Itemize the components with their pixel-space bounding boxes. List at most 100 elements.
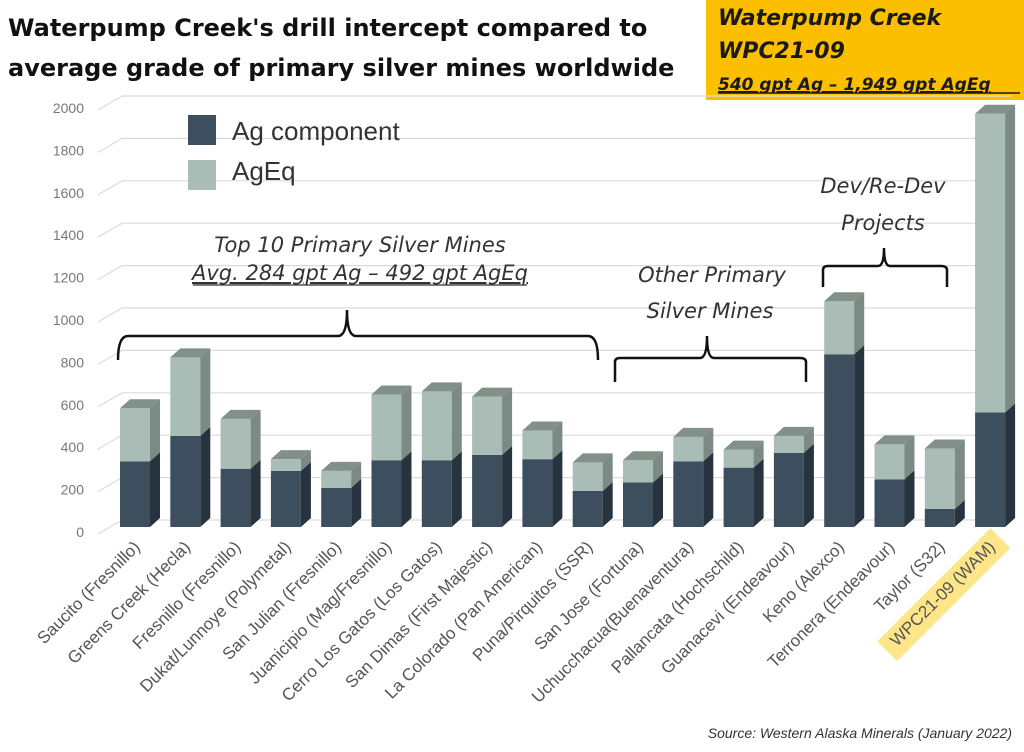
bar-top — [371, 385, 412, 395]
bar-ageq-side — [502, 387, 513, 455]
bar-ageq-segment — [623, 460, 653, 483]
bar-ag-side — [552, 450, 563, 527]
bars — [120, 104, 1016, 527]
bar-ag-segment — [975, 412, 1006, 527]
bar-ageq-segment — [120, 408, 150, 462]
highlight-label-band — [877, 528, 1011, 662]
bar-group — [220, 409, 261, 527]
bar-top — [120, 399, 160, 409]
y-tick-label: 0 — [76, 524, 84, 540]
bar-ageq-side — [451, 382, 462, 461]
bar-ag-side — [954, 499, 965, 527]
chart-title-line-2: average grade of primary silver mines wo… — [8, 54, 674, 82]
gridline — [97, 222, 1012, 238]
x-axis: Saucito (Fresnillo)Greens Creek (Hecla)F… — [34, 528, 1011, 707]
y-axis: 0 200 400 600 800 1000 1200 1400 1600 1800 2000 — [53, 100, 84, 540]
gridline — [97, 95, 1012, 111]
bar-ageq-side — [653, 451, 663, 483]
highlight-line-3: 540 gpt Ag – 1,949 gpt AgEq — [718, 75, 991, 95]
bar-group — [773, 426, 814, 527]
bar-top — [572, 453, 613, 463]
y-tick-label: 1200 — [53, 270, 84, 286]
bar-top — [874, 435, 915, 445]
bar-ageq-segment — [220, 418, 251, 469]
bar-group — [924, 439, 965, 527]
bar-ageq-side — [552, 421, 563, 460]
bar-ag-segment — [120, 461, 150, 527]
bar-group — [270, 450, 311, 527]
bar-ag-side — [703, 452, 714, 527]
bar-ageq-side — [200, 348, 211, 436]
bar-top — [421, 382, 462, 392]
bar-ag-side — [300, 461, 311, 527]
highlight-line-2: WPC21-09 — [718, 39, 845, 64]
bar-ageq-segment — [472, 396, 503, 455]
bar-group — [623, 451, 663, 527]
bar-top — [270, 450, 311, 460]
bar-ageq-segment — [924, 448, 955, 509]
bar-ageq-side — [703, 427, 714, 462]
bar-ageq-side — [351, 461, 362, 488]
bar-ageq-segment — [572, 462, 603, 491]
bar-top — [924, 439, 965, 449]
bar-ageq-side — [150, 399, 160, 462]
bar-ageq-segment — [270, 459, 301, 471]
bar-group — [472, 387, 513, 527]
source-note: Source: Western Alaska Minerals (January… — [708, 725, 1012, 741]
gridline — [97, 265, 1012, 281]
gridline — [97, 137, 1012, 153]
annotation-top10-title: Top 10 Primary Silver Mines — [214, 233, 506, 257]
annotation-top10-avg: Avg. 284 gpt Ag – 492 gpt AgEq — [190, 261, 528, 285]
y-tick-label: 200 — [61, 482, 85, 498]
bar-top — [321, 461, 362, 471]
bar-ag-side — [250, 459, 261, 527]
annotation-dev-2: Projects — [841, 211, 925, 235]
legend-swatch-ageq — [188, 160, 216, 190]
bar-ageq-segment — [975, 113, 1006, 413]
bracket-dev — [821, 247, 949, 287]
bar-top — [522, 421, 563, 431]
bar-ag-segment — [673, 461, 704, 527]
bar-ageq-side — [803, 426, 814, 453]
legend-swatch-ag — [188, 115, 216, 145]
bar-top — [170, 348, 211, 358]
bar-top — [824, 292, 865, 302]
bar-ageq-side — [854, 292, 865, 355]
bar-ageq-segment — [170, 357, 201, 436]
bar-ag-side — [653, 473, 663, 527]
bar-ag-side — [602, 481, 613, 527]
bar-ag-segment — [421, 460, 452, 527]
bar-ageq-side — [1005, 104, 1016, 413]
bar-ag-segment — [874, 479, 905, 527]
y-tick-label: 1000 — [53, 312, 84, 328]
bar-ag-side — [401, 451, 412, 527]
y-tick-label: 800 — [61, 354, 85, 370]
bar-ag-segment — [270, 470, 301, 527]
bar-ag-segment — [773, 452, 804, 527]
bar-top — [472, 387, 513, 397]
bar-ageq-segment — [673, 436, 704, 462]
bar-ageq-side — [401, 385, 412, 461]
bar-ag-side — [200, 426, 211, 527]
bracket-other — [613, 335, 808, 382]
bar-ag-segment — [572, 490, 603, 527]
bar-ageq-segment — [874, 444, 905, 480]
bar-ageq-side — [904, 435, 915, 480]
bar-ageq-side — [300, 450, 311, 471]
bar-ag-side — [753, 458, 764, 527]
gridline — [97, 307, 1012, 323]
gridline — [97, 349, 1012, 365]
bar-ag-side — [451, 451, 462, 527]
bar-group — [572, 453, 613, 527]
bar-top — [673, 427, 714, 437]
bar-ageq-segment — [824, 301, 855, 355]
bar-ageq-segment — [723, 449, 754, 468]
bar-ageq-segment — [773, 435, 804, 453]
bar-ag-segment — [170, 435, 201, 527]
bar-top — [773, 426, 814, 436]
gridline — [97, 392, 1012, 408]
bar-group — [170, 348, 211, 527]
bar-group — [371, 385, 412, 527]
bar-ag-segment — [472, 454, 503, 527]
